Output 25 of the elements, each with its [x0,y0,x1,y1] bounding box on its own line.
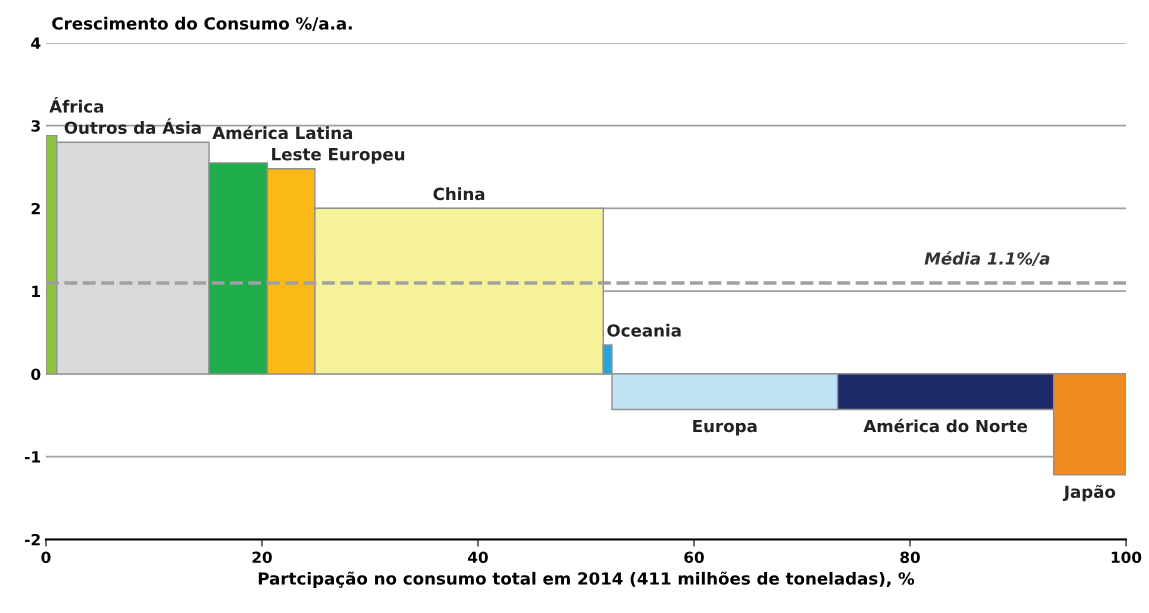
annotation: Oceania [607,323,681,337]
annotation: América do Norte [863,418,1028,433]
y-tick-label: 1 [32,285,41,297]
annotation: América Latina [212,125,353,140]
y-tick-label: 3 [31,120,40,132]
x-axis-title: Partcipação no consumo total em 2014 (411 milhões de toneladas), % [258,571,915,589]
y-tick-label: 0 [31,368,41,380]
x-tick-label: 60 [684,551,704,564]
x-tick-label: 40 [468,551,488,564]
annotation: África [49,97,104,113]
y-tick-label: -2 [24,533,40,546]
annotation: Japão [1062,484,1116,502]
annotation: China [433,187,485,201]
x-tick-label: 20 [252,551,272,564]
annotation: Leste Europeu [272,148,405,164]
annotation: Outros da Ásia [64,118,201,135]
x-tick-label: 0 [41,551,51,564]
annotation: Europa [693,419,757,436]
y-tick-label: -1 [24,451,41,463]
y-axis-title: Crescimento do Consumo %/a.a. [52,16,352,32]
x-tick-label: 100 [1111,551,1142,564]
x-tick-label: 80 [900,551,920,564]
y-tick-label: 2 [31,202,40,215]
y-tick-label: 4 [31,37,41,49]
ref-line-label: Média 1.1%/a [924,251,1050,267]
